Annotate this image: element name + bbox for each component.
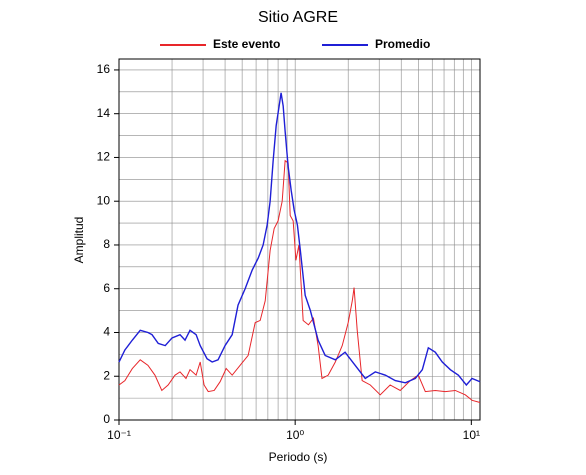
legend-label: Este evento [213,37,280,51]
y-tick-label: 8 [103,237,110,251]
x-tick-label: 10⁰ [286,428,304,442]
x-tick-label: 10⁻¹ [107,428,131,442]
x-tick-label: 10¹ [463,428,480,442]
y-tick-label: 14 [97,106,111,120]
x-axis-label: Periodo (s) [269,450,328,464]
chart-title: Sitio AGRE [258,9,338,26]
line-series [118,159,481,403]
plot-frame [118,58,481,421]
y-tick-label: 16 [97,62,111,76]
y-axis-label: Amplitud [72,217,86,264]
y-tick-label: 2 [103,368,110,382]
y-tick-label: 6 [103,281,110,295]
y-tick-label: 0 [103,412,110,426]
y-tick-label: 12 [97,150,111,164]
legend-label: Promedio [375,37,430,51]
y-tick-label: 10 [97,193,111,207]
y-tick-label: 4 [103,325,110,339]
line-series [118,92,481,387]
